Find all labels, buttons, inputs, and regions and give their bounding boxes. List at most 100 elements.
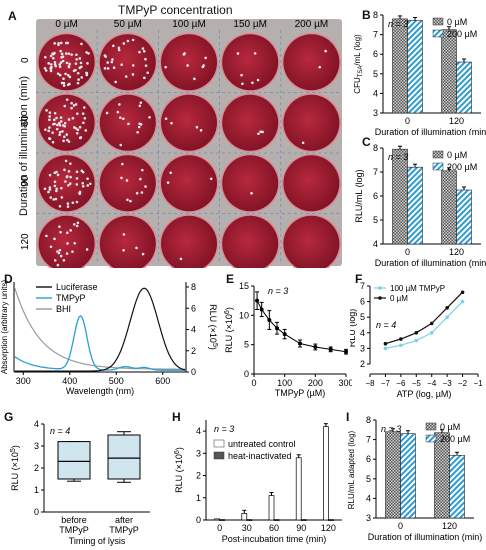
chart-e: 0 5 10 15 0 100 200 300 n = 3 TMPyP (µM) RLU (×106…: [224, 281, 352, 398]
panel-label-i: I: [346, 410, 350, 424]
n-annotation: n = 4: [50, 426, 70, 436]
colony: [66, 205, 70, 208]
colony: [112, 66, 116, 70]
colony: [76, 71, 80, 75]
colony: [87, 52, 90, 55]
y-tick-label: 15: [239, 281, 249, 291]
colony: [59, 61, 63, 64]
colony: [84, 129, 88, 132]
colony: [47, 129, 50, 133]
colony: [106, 67, 110, 70]
colony: [67, 183, 70, 187]
y-tick-label: 10: [239, 310, 249, 320]
panel-label-c: C: [362, 135, 371, 149]
colony: [124, 75, 128, 78]
colony: [48, 173, 52, 177]
colony: [58, 133, 61, 137]
colony: [118, 103, 121, 106]
y-tick-label: 3: [373, 108, 378, 118]
legend-label: 100 µM TMPyP: [390, 284, 445, 293]
y-tick-label: 2: [34, 463, 39, 473]
bar: [407, 166, 423, 245]
colony: [51, 131, 54, 134]
petri-dish: [99, 155, 156, 212]
bar: [219, 519, 225, 521]
petri-dish: [283, 34, 340, 91]
colony: [204, 56, 207, 60]
x-axis-label: Duration of illumination (min): [375, 127, 486, 135]
legend-label: 200 µM: [447, 29, 477, 39]
x-axis-label: Duration of illumination (min): [368, 532, 483, 542]
colony: [58, 205, 62, 208]
colony: [110, 60, 114, 64]
legend-label: Luciferase: [56, 282, 98, 292]
y-tick-label: 2: [360, 359, 365, 369]
colony: [139, 177, 142, 181]
colony: [59, 230, 62, 234]
colony: [78, 57, 82, 60]
colony: [66, 202, 70, 205]
colony: [169, 171, 173, 175]
x-tick-label: −6: [396, 379, 406, 388]
panel-label-g: G: [4, 410, 14, 424]
colony: [64, 41, 68, 45]
bar: [328, 519, 334, 521]
colony: [78, 125, 82, 129]
x-tick-label: 500: [109, 376, 124, 386]
petri-dish: [161, 94, 217, 151]
colony: [66, 242, 69, 245]
colony: [60, 52, 64, 56]
colony: [64, 180, 67, 183]
colony: [56, 263, 60, 267]
colony: [59, 49, 62, 53]
colony: [81, 112, 85, 115]
legend-label: TMPyP: [56, 293, 86, 303]
colony: [55, 127, 59, 131]
colony: [236, 52, 240, 55]
data-point: [429, 331, 434, 335]
y-tick-label: 3: [196, 448, 201, 458]
colony: [62, 135, 66, 139]
x-tick-label: 200: [308, 378, 323, 388]
colony: [62, 81, 66, 85]
x-tick-label: 0: [405, 116, 410, 126]
petri-dish: [99, 94, 156, 151]
y-tick-label: 5: [366, 474, 371, 484]
colony: [49, 245, 53, 249]
colony: [53, 61, 57, 64]
petri-dish: [38, 155, 95, 212]
petri-dish: [38, 215, 95, 268]
colony: [63, 168, 66, 172]
colony: [58, 225, 61, 228]
colony: [67, 140, 71, 143]
x-tick-label: before: [61, 515, 87, 525]
y-tick-label: 5: [373, 215, 378, 225]
x-axis-label: Post-incubation time (min): [222, 534, 327, 544]
colony: [143, 76, 146, 80]
bar: [449, 454, 465, 519]
legend-marker: [378, 286, 382, 290]
y-tick-label: 3: [360, 343, 365, 353]
colony: [53, 180, 57, 184]
colony: [251, 81, 254, 85]
colony: [65, 175, 69, 178]
colony: [64, 72, 67, 76]
colony: [126, 39, 130, 43]
colony: [140, 191, 144, 194]
colony: [77, 78, 80, 81]
colony: [131, 38, 135, 42]
colony: [259, 130, 262, 133]
colony: [61, 59, 65, 63]
colony: [45, 234, 48, 238]
y-tick-label: 4: [191, 325, 196, 335]
chart-h: 0 1 2 3 4 0 30 60 90 120 n = 3 untreated control hea…: [174, 420, 342, 544]
panel-a: TMPyP concentration Duration of illumina…: [0, 0, 345, 268]
colony: [195, 125, 199, 129]
x-tick-label: TMPyP: [59, 525, 89, 535]
bar: [300, 519, 307, 521]
x-tick-label: 0: [217, 523, 222, 533]
x-axis-label: TMPyP (µM): [275, 388, 326, 398]
colony: [74, 103, 78, 106]
colony: [75, 53, 78, 57]
